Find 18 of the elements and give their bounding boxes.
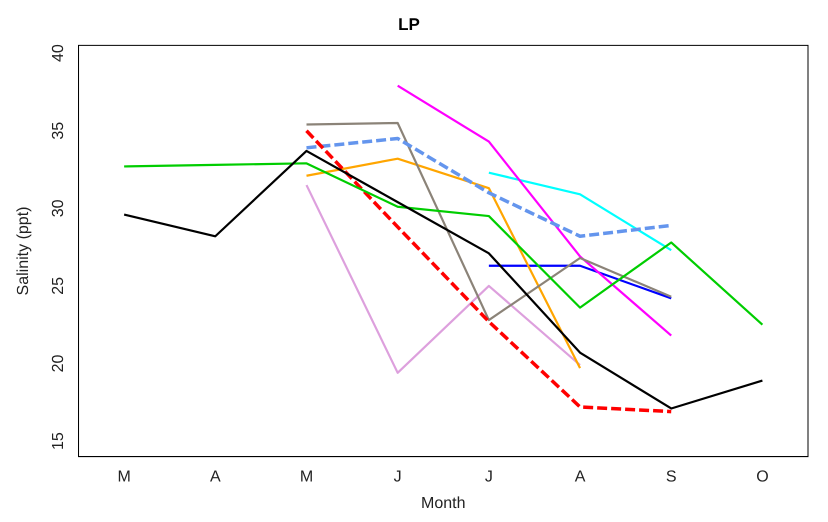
y-tick-label: 30	[50, 199, 67, 218]
y-tick-label: 40	[50, 44, 67, 62]
x-tick-label: M	[300, 468, 314, 486]
x-tick-label: J	[394, 468, 402, 486]
x-tick-label: M	[117, 468, 131, 486]
y-tick-label: 35	[50, 122, 67, 140]
x-axis-title: Month	[421, 494, 466, 512]
line-series	[304, 128, 673, 414]
x-tick-label: A	[210, 468, 221, 486]
y-tick-label: 15	[50, 432, 67, 450]
x-tick-label: S	[666, 468, 677, 486]
y-tick-label: 25	[50, 276, 67, 295]
x-tick-label: A	[574, 468, 586, 486]
y-tick-label: 20	[50, 354, 67, 372]
x-tick-label: O	[756, 468, 769, 486]
y-axis-title: Salinity (ppt)	[15, 206, 32, 296]
x-tick-label: J	[484, 468, 493, 486]
chart-title: LP	[398, 14, 420, 34]
